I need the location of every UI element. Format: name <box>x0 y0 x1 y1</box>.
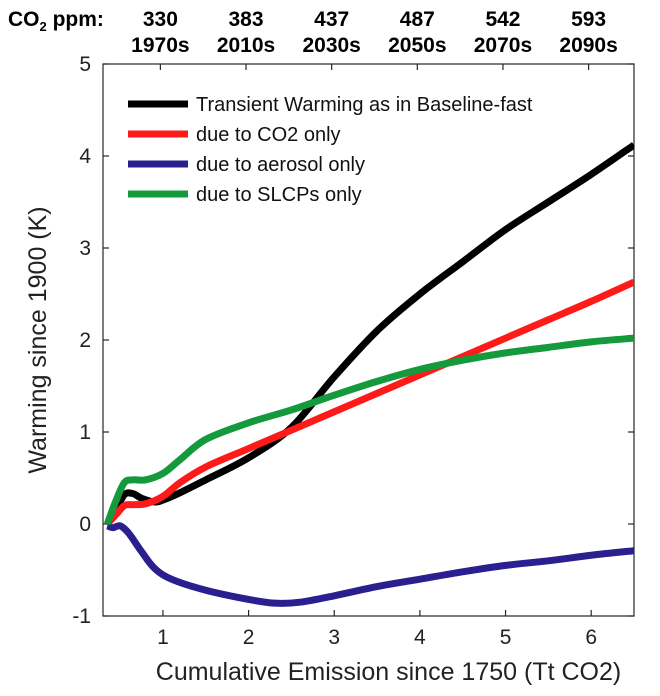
top-co2-axis: 330 1970s 383 2010s 437 2030s 487 2050s 542 2070s… <box>8 8 618 70</box>
series-line-3 <box>103 334 634 526</box>
top-ppm-label: 383 <box>229 8 264 31</box>
y-tick-label: 0 <box>79 513 91 536</box>
x-tick-label: 6 <box>585 626 597 649</box>
top-decade-label: 1970s <box>131 34 189 57</box>
top-ppm-label: 487 <box>400 8 435 31</box>
y-tick-labels: -1 0 1 2 3 4 5 <box>72 53 91 628</box>
y-tick-label: 2 <box>79 329 91 352</box>
series-line-0 <box>104 142 634 526</box>
top-ppm-label: 330 <box>143 8 178 31</box>
y-tick-label: 5 <box>79 53 91 76</box>
top-decade-label: 2050s <box>388 34 446 57</box>
legend-label: Transient Warming as in Baseline-fast <box>196 94 533 116</box>
axis-ticks <box>103 63 634 617</box>
top-ppm-label: 593 <box>571 8 606 31</box>
legend: Transient Warming as in Baseline-fast due… <box>128 94 533 206</box>
y-axis-title: Warming since 1900 (K) <box>24 206 52 473</box>
series-line-2 <box>106 522 634 607</box>
x-tick-label: 4 <box>414 626 426 649</box>
y-tick-label: -1 <box>72 605 91 628</box>
legend-label: due to aerosol only <box>196 154 365 176</box>
x-tick-label: 1 <box>157 626 169 649</box>
y-tick-label: 3 <box>79 237 91 260</box>
top-decade-label: 2010s <box>217 34 275 57</box>
legend-label: due to CO2 only <box>196 124 341 146</box>
top-ppm-label: 542 <box>485 8 520 31</box>
top-decade-label: 2090s <box>559 34 617 57</box>
x-tick-label: 3 <box>328 626 340 649</box>
series-line-1 <box>104 278 634 527</box>
y-tick-label: 4 <box>79 145 91 168</box>
x-axis-title: Cumulative Emission since 1750 (Tt CO2) <box>156 658 621 686</box>
series-lines <box>103 142 634 607</box>
x-tick-labels: 1 2 3 4 5 6 <box>157 626 597 649</box>
x-tick-label: 5 <box>500 626 512 649</box>
top-axis-title: CO2 ppm: <box>8 8 104 34</box>
top-ppm-label: 437 <box>314 8 349 31</box>
top-decade-label: 2070s <box>474 34 532 57</box>
top-decade-label: 2030s <box>302 34 360 57</box>
x-tick-label: 2 <box>243 626 255 649</box>
legend-label: due to SLCPs only <box>196 184 362 206</box>
y-tick-label: 1 <box>79 421 91 444</box>
